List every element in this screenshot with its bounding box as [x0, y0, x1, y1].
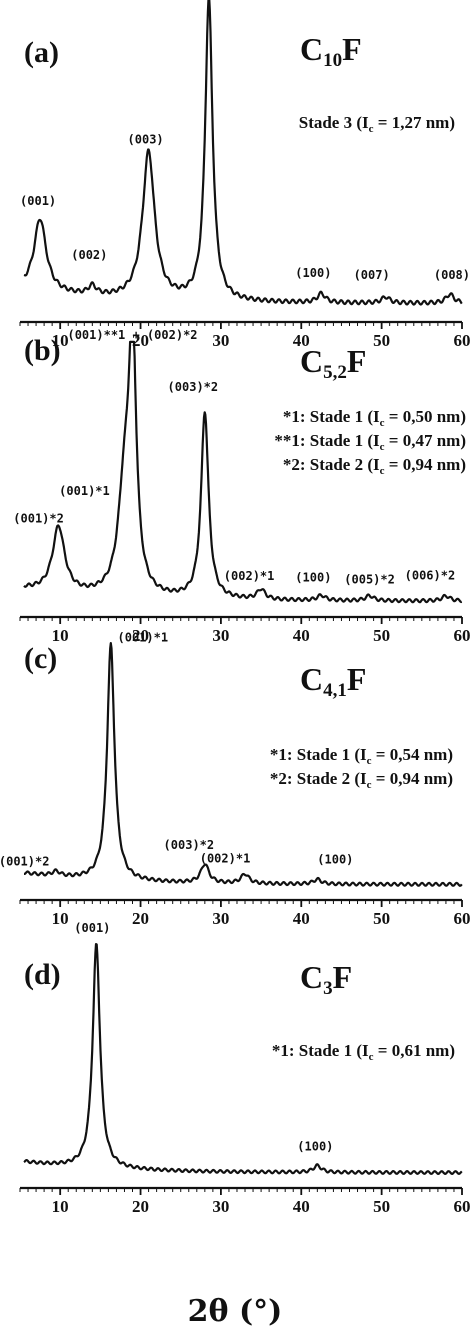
panel-a: 102030405060(001)(002)(003)(004)(100)(00…: [19, 0, 470, 350]
diffraction-trace: [23, 642, 463, 887]
peak-label: (005)*2: [344, 572, 395, 586]
x-tick-label: 60: [454, 1197, 470, 1216]
stage-note: *1: Stade 1 (Ic = 0,50 nm): [283, 407, 466, 429]
compound-formula: C5,2F: [300, 343, 366, 383]
peak-label: (002): [71, 248, 107, 262]
x-tick-label: 50: [373, 626, 390, 645]
x-tick-label: 60: [454, 626, 470, 645]
peak-label: (003)*2: [164, 838, 215, 852]
compound-formula: C3F: [300, 959, 352, 999]
stage-note: *2: Stade 2 (Ic = 0,94 nm): [270, 769, 453, 791]
panel-b: 10 20 30 40 50 60 (001)*2 (001)*1 (001)**1 + (00…: [13, 328, 470, 645]
stage-note: Stade 3 (Ic = 1,27 nm): [299, 113, 455, 135]
peak-label: (002)*1: [200, 851, 251, 865]
panel-d: 10 20 30 40 50 60 (001) (100) (d) C3F *1: Stade 1 …: [19, 921, 470, 1216]
peak-label: (001)*1: [59, 484, 110, 498]
peak-label: (006)*2: [405, 568, 456, 582]
x-tick-label: 30: [212, 909, 229, 928]
x-tick-label: 40: [293, 331, 310, 350]
peak-label: (100): [297, 1139, 333, 1153]
x-tick-label: 50: [373, 1197, 390, 1216]
x-tick-label: 30: [212, 626, 229, 645]
peak-label: (001)**1 + (002)*2: [67, 328, 197, 342]
x-tick-label: 50: [373, 909, 390, 928]
diffraction-trace: [23, 943, 463, 1175]
panel-letter: (a): [24, 36, 59, 69]
x-tick-label: 10: [52, 331, 69, 350]
diffraction-trace: [23, 340, 463, 604]
compound-formula: C4,1F: [300, 661, 366, 701]
x-tick-label: 10: [52, 1197, 69, 1216]
x-tick-label: 60: [454, 909, 470, 928]
x-tick-label: 50: [373, 331, 390, 350]
x-tick-label: 60: [454, 331, 470, 350]
peak-label: (007): [354, 268, 390, 282]
stage-note: *1: Stade 1 (Ic = 0,61 nm): [272, 1041, 455, 1063]
x-tick-label: 20: [132, 909, 149, 928]
peak-label: (001)*1: [118, 631, 169, 645]
x-tick-label: 40: [293, 1197, 310, 1216]
compound-formula: C10F: [300, 31, 362, 71]
peak-label: (003)*2: [168, 380, 219, 394]
x-tick-label: 40: [293, 626, 310, 645]
peak-label: (001): [74, 921, 110, 935]
panel-c: 10 20 30 40 50 60 (001)*2 (001)*1 (003)*2(002)*1…: [0, 631, 470, 928]
peak-label: (001): [20, 194, 56, 208]
x-tick-label: 20: [132, 331, 149, 350]
diffraction-trace: [23, 0, 463, 306]
x-tick-label: 40: [293, 909, 310, 928]
x-tick-label: 20: [132, 1197, 149, 1216]
panel-letter: (b): [24, 334, 61, 367]
x-tick-label: 20: [132, 626, 149, 645]
stage-note: *1: Stade 1 (Ic = 0,54 nm): [270, 745, 453, 767]
stage-note: **1: Stade 1 (Ic = 0,47 nm): [274, 431, 466, 453]
peak-label: (100): [295, 570, 331, 584]
peak-label: (008): [434, 268, 470, 282]
peak-label: (100): [295, 266, 331, 280]
peak-label: (001)*2: [13, 511, 64, 525]
panel-letter: (c): [24, 642, 57, 675]
peak-label: (001)*2: [0, 854, 49, 868]
peak-label: (100): [317, 852, 353, 866]
x-tick-label: 10: [52, 909, 69, 928]
x-tick-label: 30: [212, 331, 229, 350]
x-axis-label: 2θ (°): [187, 1294, 283, 1329]
peak-label: (003): [128, 132, 164, 146]
x-tick-label: 30: [212, 1197, 229, 1216]
stage-note: *2: Stade 2 (Ic = 0,94 nm): [283, 455, 466, 477]
panel-letter: (d): [24, 958, 61, 991]
x-tick-label: 10: [52, 626, 69, 645]
peak-label: (002)*1: [224, 569, 275, 583]
